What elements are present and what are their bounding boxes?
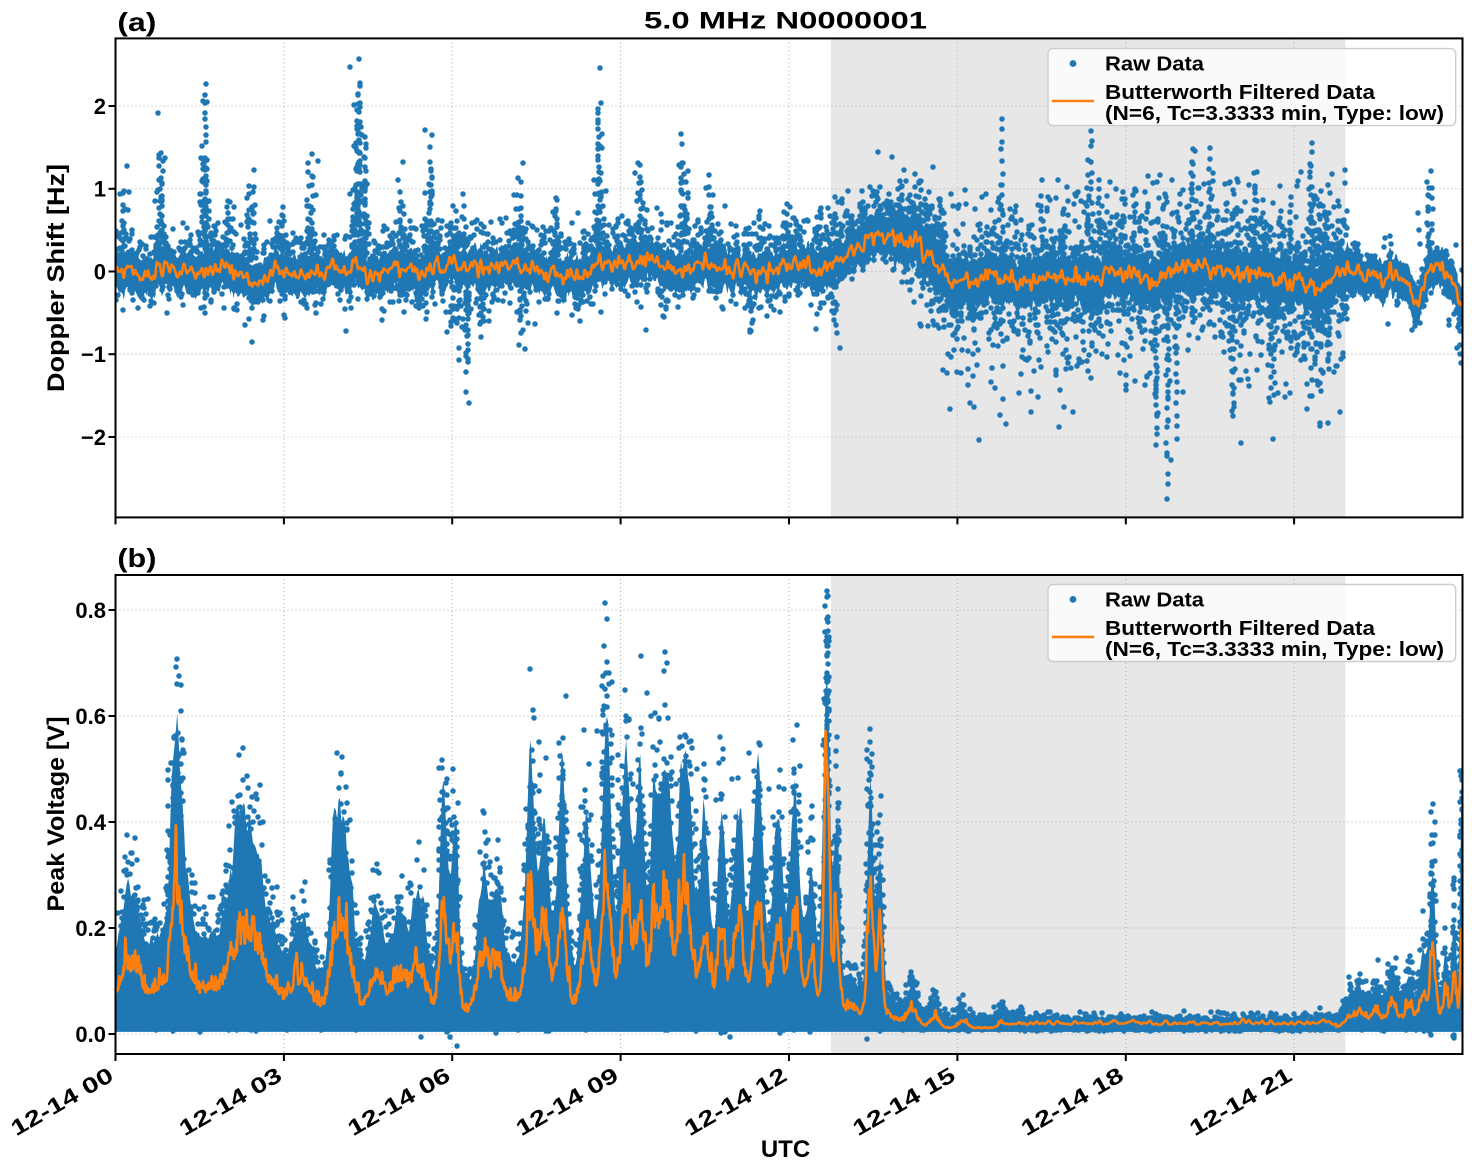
- svg-text:0.2: 0.2: [75, 916, 106, 941]
- svg-text:−2: −2: [81, 425, 106, 450]
- svg-text:(N=6, Tc=3.3333 min, Type: low: (N=6, Tc=3.3333 min, Type: low): [1105, 103, 1444, 125]
- svg-text:−1: −1: [81, 342, 106, 367]
- svg-text:0: 0: [94, 259, 106, 284]
- svg-text:0.4: 0.4: [75, 810, 106, 835]
- svg-text:0.6: 0.6: [75, 704, 106, 729]
- svg-text:UTC: UTC: [761, 1136, 810, 1163]
- svg-text:0.0: 0.0: [75, 1022, 106, 1047]
- svg-text:2: 2: [94, 94, 106, 119]
- svg-text:Butterworth Filtered Data: Butterworth Filtered Data: [1105, 618, 1376, 640]
- svg-text:Doppler Shift [Hz]: Doppler Shift [Hz]: [43, 164, 70, 392]
- svg-text:(b): (b): [117, 543, 156, 573]
- svg-text:0.8: 0.8: [75, 598, 106, 623]
- svg-text:(N=6, Tc=3.3333 min, Type: low: (N=6, Tc=3.3333 min, Type: low): [1105, 639, 1444, 661]
- svg-text:Raw Data: Raw Data: [1105, 54, 1205, 76]
- svg-text:Peak Voltage [V]: Peak Voltage [V]: [43, 717, 70, 912]
- svg-text:5.0 MHz N0000001: 5.0 MHz N0000001: [644, 8, 927, 35]
- svg-text:Raw Data: Raw Data: [1105, 589, 1205, 611]
- svg-text:Butterworth Filtered Data: Butterworth Filtered Data: [1105, 82, 1376, 104]
- svg-text:(a): (a): [117, 7, 156, 37]
- svg-text:1: 1: [94, 177, 106, 202]
